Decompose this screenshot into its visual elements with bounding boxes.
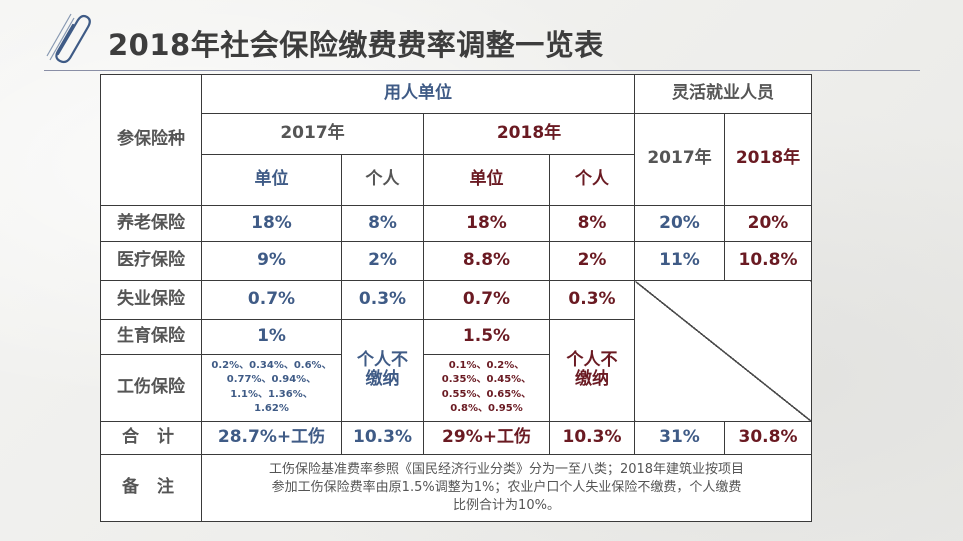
medical-flex-2018: 10.8% [724, 241, 812, 282]
paperclip-icon [46, 13, 91, 64]
medical-flex-2017: 11% [634, 241, 725, 282]
header-personal-2017: 个人 [341, 153, 424, 206]
no-personal-2018-line1: 个人不 [566, 349, 618, 370]
header-employer: 用人单位 [201, 74, 635, 114]
total-flex-2018: 30.8% [724, 420, 812, 455]
header-unit-2017: 单位 [201, 153, 342, 206]
row-label-injury: 工伤保险 [100, 353, 202, 422]
header-unit-2018: 单位 [423, 153, 550, 206]
total-unit-2018: 29%+工伤 [423, 420, 550, 455]
pension-flex-2017: 20% [634, 204, 725, 243]
total-unit-2017: 28.7%+工伤 [201, 420, 342, 455]
remarks-line3: 比例合计为10%。 [453, 497, 560, 513]
no-personal-2018-line2: 缴纳 [575, 369, 609, 390]
injury-2017-line2: 0.77%、0.94%、 [226, 374, 317, 386]
medical-personal-2017: 2% [341, 241, 424, 282]
pension-unit-2018: 18% [423, 204, 550, 243]
header-2018: 2018年 [423, 112, 635, 155]
remarks-text: 工伤保险基准费率参照《国民经济行业分类》分为一至八类；2018年建筑业按项目 参… [201, 453, 812, 523]
injury-2017-line4: 1.62% [254, 403, 289, 415]
total-flex-2017: 31% [634, 420, 725, 455]
unemployment-unit-2017: 0.7% [201, 280, 342, 320]
injury-2018-line4: 0.8%、0.95% [450, 403, 523, 415]
injury-2018-line2: 0.35%、0.45%、 [441, 374, 532, 386]
injury-unit-2018: 0.1%、0.2%、 0.35%、0.45%、 0.55%、0.65%、 0.8… [423, 353, 550, 422]
total-personal-2017: 10.3% [341, 420, 424, 455]
injury-2018-line3: 0.55%、0.65%、 [441, 388, 532, 400]
medical-personal-2018: 2% [549, 241, 635, 282]
unemployment-personal-2017: 0.3% [341, 280, 424, 320]
injury-unit-2017: 0.2%、0.34%、0.6%、 0.77%、0.94%、 1.1%、1.36%… [201, 353, 342, 422]
no-personal-2017-line2: 缴纳 [365, 369, 400, 390]
header-flexible: 灵活就业人员 [634, 74, 812, 114]
maternity-unit-2017: 1% [201, 318, 342, 355]
rate-table: 参保险种 用人单位 灵活就业人员 2017年 2018年 2017年 2018年… [100, 74, 812, 523]
title-divider [44, 70, 920, 71]
remarks-line2: 参加工伤保险费率由原1.5%调整为1%；农业户口个人失业保险不缴费，个人缴费 [271, 480, 742, 495]
page-title: 2018年社会保险缴费费率调整一览表 [108, 28, 604, 62]
medical-unit-2018: 8.8% [423, 241, 550, 282]
remarks-line1: 工伤保险基准费率参照《国民经济行业分类》分为一至八类；2018年建筑业按项目 [268, 462, 745, 478]
pension-flex-2018: 20% [724, 204, 812, 243]
injury-2017-line3: 1.1%、1.36%、 [230, 388, 313, 400]
no-personal-2017-line1: 个人不 [357, 349, 408, 370]
header-personal-2018: 个人 [549, 153, 635, 206]
injury-2018-line1: 0.1%、0.2%、 [448, 359, 525, 371]
pension-personal-2017: 8% [341, 204, 424, 243]
row-label-medical: 医疗保险 [100, 241, 202, 282]
no-personal-contribution-2017: 个人不 缴纳 [341, 318, 424, 422]
row-label-unemployment: 失业保险 [100, 280, 202, 320]
total-personal-2018: 10.3% [549, 420, 635, 455]
row-label-maternity: 生育保险 [100, 318, 202, 355]
maternity-unit-2018: 1.5% [423, 318, 550, 355]
unemployment-personal-2018: 0.3% [549, 280, 635, 320]
pension-personal-2018: 8% [549, 204, 635, 243]
header-2017: 2017年 [201, 112, 424, 155]
header-insurance-type: 参保险种 [100, 74, 202, 206]
unemployment-unit-2018: 0.7% [423, 280, 550, 320]
header-flex-2018: 2018年 [724, 112, 812, 206]
rate-table-grid: 参保险种 用人单位 灵活就业人员 2017年 2018年 2017年 2018年… [100, 74, 812, 523]
row-label-remarks: 备 注 [100, 453, 202, 523]
no-personal-contribution-2018: 个人不 缴纳 [549, 318, 635, 422]
injury-2017-line1: 0.2%、0.34%、0.6%、 [211, 359, 332, 371]
header-flex-2017: 2017年 [634, 112, 725, 206]
medical-unit-2017: 9% [201, 241, 342, 282]
pension-unit-2017: 18% [201, 204, 342, 243]
row-label-total: 合 计 [100, 420, 202, 455]
flexible-not-applicable [634, 280, 812, 422]
row-label-pension: 养老保险 [100, 204, 202, 243]
